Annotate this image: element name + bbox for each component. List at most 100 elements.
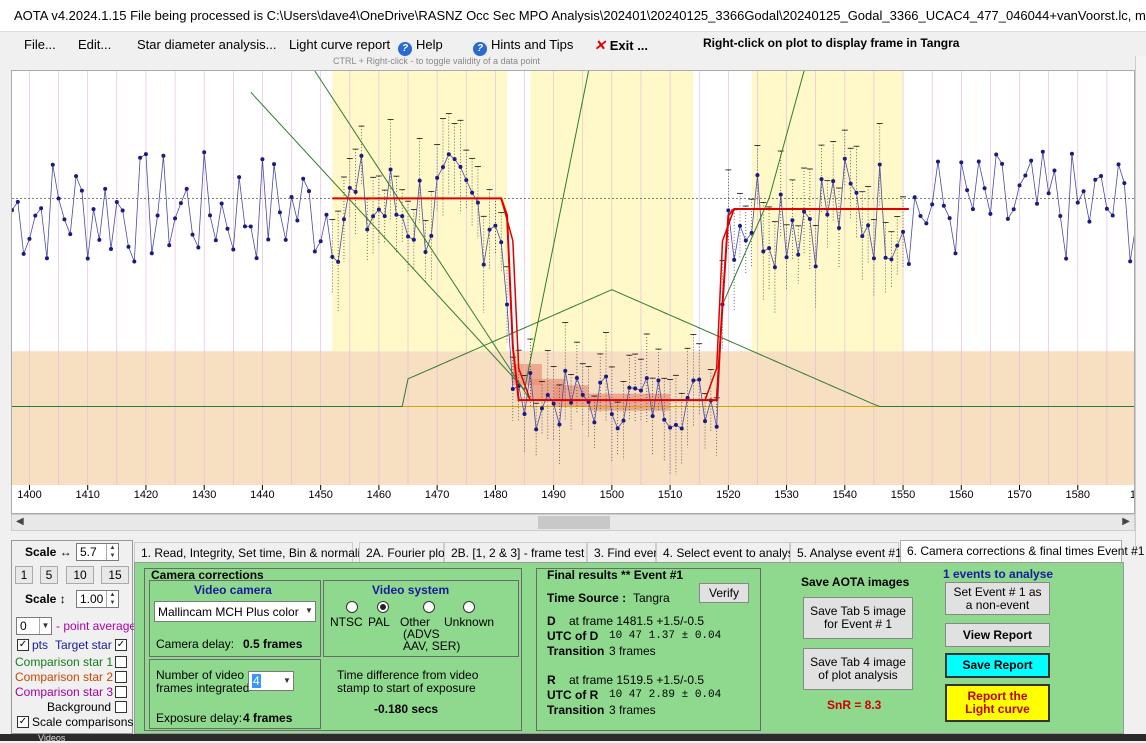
tab-find-events[interactable]: 3. Find events <box>587 542 669 562</box>
video-camera-group: Video camera Mallincam MCH Plus color ▼ C… <box>149 580 321 657</box>
data-point <box>382 214 387 219</box>
data-point <box>446 152 451 157</box>
data-point <box>790 218 795 223</box>
data-point <box>1017 183 1022 188</box>
menu-edit[interactable]: Edit... <box>78 37 112 52</box>
data-point <box>219 201 224 206</box>
tab-analyse-event[interactable]: 5. Analyse event #1 <box>790 542 902 562</box>
utc-d-label: UTC of D <box>547 629 599 643</box>
scale-button-1[interactable]: 1 <box>15 566 33 584</box>
background-checkbox[interactable] <box>115 701 127 713</box>
spinner-arrows-icon[interactable]: ▲ ▼ <box>106 591 118 607</box>
data-point <box>737 223 742 228</box>
tab-fourier[interactable]: 2A. Fourier plot <box>359 542 448 562</box>
data-point <box>947 216 952 221</box>
scale-button-10[interactable]: 10 <box>66 566 94 584</box>
menu-light-curve-report[interactable]: Light curve report <box>289 37 391 52</box>
scale-v-input[interactable]: 1.00 ▲ ▼ <box>76 590 119 608</box>
taskbar-videos[interactable]: Videos <box>38 733 66 743</box>
data-point <box>1110 213 1115 218</box>
x-tick-label: 1540 <box>833 489 857 501</box>
other-sub-label: (ADVS <box>403 627 440 641</box>
exposure-delay-value: 4 frames <box>243 711 293 725</box>
data-point <box>103 186 108 191</box>
data-point <box>1122 181 1127 186</box>
spinner-arrows-icon[interactable]: ▲ ▼ <box>106 544 118 560</box>
data-point <box>167 243 172 248</box>
data-point <box>178 201 183 206</box>
data-point <box>1040 149 1045 154</box>
verify-button[interactable]: Verify <box>699 583 749 603</box>
data-point <box>662 417 667 422</box>
r-transition-value: 3 frames <box>609 703 656 717</box>
data-point <box>493 223 498 228</box>
data-point <box>184 186 189 191</box>
scale-h-input[interactable]: 5.7 ▲ ▼ <box>76 543 119 561</box>
plot-horizontal-scrollbar[interactable]: ◀ ▶ <box>11 514 1135 531</box>
camera-corrections-title: Camera corrections <box>151 568 264 582</box>
data-point <box>202 150 207 155</box>
light-curve-svg[interactable]: 1400 1410 1420 1430 1440 1450 1460 1470 1480 1490… <box>12 71 1135 514</box>
point-average-select[interactable]: 0 ▼ <box>16 617 52 635</box>
data-point <box>155 213 160 218</box>
tab-frame-test[interactable]: 2B. [1, 2 & 3] - frame test <box>444 542 587 562</box>
menu-help[interactable]: ? Help <box>398 37 443 56</box>
data-point <box>481 262 486 267</box>
data-point <box>703 419 708 424</box>
data-point <box>679 426 684 431</box>
camera-model-select[interactable]: Mallincam MCH Plus color ▼ <box>154 601 316 622</box>
scale-button-15[interactable]: 15 <box>101 566 129 584</box>
scale-comparisons-checkbox[interactable]: ✓ <box>17 716 29 728</box>
r-label: R <box>547 673 556 687</box>
menu-file[interactable]: File... <box>24 37 56 52</box>
comp3-checkbox[interactable] <box>115 686 127 698</box>
data-point <box>85 256 90 261</box>
data-point <box>423 249 428 254</box>
save-report-button[interactable]: Save Report <box>945 653 1050 678</box>
tab-select-event[interactable]: 4. Select event to analyse <box>656 542 800 562</box>
data-point <box>691 378 696 383</box>
scroll-thumb[interactable] <box>538 516 610 529</box>
data-point <box>883 255 888 260</box>
pts-checkbox[interactable]: ✓ <box>17 639 29 651</box>
comp2-checkbox[interactable] <box>115 671 127 683</box>
scroll-left-icon[interactable]: ◀ <box>16 516 24 527</box>
x-tick-label: 1530 <box>774 489 798 501</box>
data-point <box>62 217 67 222</box>
help-icon: ? <box>398 42 412 56</box>
data-point <box>376 207 381 212</box>
save-tab4-button[interactable]: Save Tab 4 image of plot analysis <box>803 648 913 690</box>
other-radio[interactable] <box>423 601 435 613</box>
taskbar: Videos <box>0 733 1146 743</box>
data-point <box>994 152 999 157</box>
tab-camera-corrections[interactable]: 6. Camera corrections & final times Even… <box>900 540 1144 562</box>
utc-r-label: UTC of R <box>547 688 599 702</box>
unknown-radio[interactable] <box>463 601 475 613</box>
scale-button-5[interactable]: 5 <box>40 566 58 584</box>
view-report-button[interactable]: View Report <box>945 623 1050 647</box>
menu-star-diameter[interactable]: Star diameter analysis... <box>137 37 277 52</box>
menu-hints[interactable]: ? Hints and Tips <box>473 37 573 56</box>
frames-integrated-select[interactable]: 4 ▼ <box>248 671 294 691</box>
comp1-checkbox[interactable] <box>115 656 127 668</box>
x-tick-label: 1580 <box>1066 489 1090 501</box>
tab-read-integrity[interactable]: 1. Read, Integrity, Set time, Bin & norm… <box>134 542 373 562</box>
menu-exit[interactable]: ✕ Exit ... <box>594 37 648 54</box>
data-point <box>755 173 760 178</box>
x-tick-label: 1500 <box>600 489 624 501</box>
report-light-curve-button[interactable]: Report the Light curve <box>945 684 1050 722</box>
set-non-event-button[interactable]: Set Event # 1 as a non-event <box>945 582 1050 615</box>
save-tab5-button[interactable]: Save Tab 5 image for Event # 1 <box>803 597 913 639</box>
x-tick-label: 1480 <box>483 489 507 501</box>
data-point <box>935 159 940 164</box>
ntsc-radio[interactable] <box>346 601 358 613</box>
data-point <box>1052 168 1057 173</box>
light-curve-plot[interactable]: 1400 1410 1420 1430 1440 1450 1460 1470 1480 1490… <box>11 70 1135 514</box>
data-point <box>836 225 841 230</box>
target-star-checkbox[interactable]: ✓ <box>115 639 127 651</box>
time-source-label: Time Source : <box>547 591 627 605</box>
scale-h-label: Scale ↔ <box>25 545 72 559</box>
chi2-r-curve <box>722 71 805 305</box>
scroll-right-icon[interactable]: ▶ <box>1122 516 1130 527</box>
pal-radio[interactable] <box>377 601 389 613</box>
